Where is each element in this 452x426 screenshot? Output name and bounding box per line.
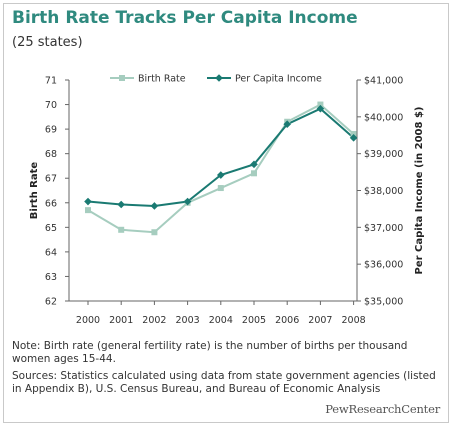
birth-rate-point	[151, 229, 158, 236]
left-tick-label: 69	[45, 125, 57, 136]
chart-subtitle: (25 states)	[12, 35, 83, 50]
left-tick-label: 70	[45, 100, 57, 111]
right-tick-label: $39,000	[364, 149, 403, 160]
per-capita-income-point	[283, 120, 291, 128]
series-line-birth-rate	[87, 103, 355, 234]
y-right-axis-title: Per Capita Income (in 2008 $)	[414, 107, 425, 275]
x-tick-label: 2005	[242, 315, 266, 326]
left-tick-label: 67	[45, 174, 57, 185]
x-tick-label: 2000	[76, 315, 100, 326]
birth-rate-point	[350, 131, 357, 138]
left-tick-label: 64	[45, 247, 57, 258]
x-tick-label: 2006	[275, 315, 299, 326]
right-tick-label: $40,000	[364, 112, 403, 123]
note-text: Note: Birth rate (general fertility rate…	[12, 340, 408, 365]
left-tick-label: 68	[45, 149, 57, 160]
chart-title: Birth Rate Tracks Per Capita Income	[12, 8, 358, 28]
sources-text: Sources: Statistics calculated using dat…	[12, 370, 436, 395]
birth-rate-point	[118, 226, 125, 233]
x-tick-label: 2004	[209, 315, 233, 326]
left-tick-label: 65	[45, 223, 57, 234]
x-tick-label: 2008	[342, 315, 366, 326]
x-tick-label: 2001	[109, 315, 133, 326]
per-capita-income-point	[183, 197, 192, 206]
left-tick-label: 62	[45, 297, 57, 308]
series-line-per-capita-income	[87, 107, 355, 207]
left-tick-label: 63	[45, 272, 57, 283]
chart-frame	[3, 3, 449, 423]
right-tick-label: $38,000	[364, 186, 403, 197]
x-tick-label: 2007	[308, 315, 332, 326]
right-tick-label: $41,000	[364, 76, 403, 87]
per-capita-income-point	[316, 104, 325, 113]
x-tick-label: 2003	[176, 315, 200, 326]
legend-marker-per-capita-income	[215, 74, 223, 82]
birth-rate-point	[317, 101, 324, 108]
chart-notes: Note: Birth rate (general fertility rate…	[12, 340, 437, 400]
legend-label-birth-rate: Birth Rate	[138, 74, 186, 85]
right-tick-label: $36,000	[364, 260, 403, 271]
per-capita-income-point	[150, 202, 159, 210]
right-tick-label: $37,000	[364, 223, 403, 234]
x-tick-label: 2002	[142, 315, 166, 326]
right-tick-label: $35,000	[364, 297, 403, 308]
per-capita-income-point	[217, 171, 225, 179]
per-capita-income-point	[349, 134, 358, 142]
legend-label-per-capita-income: Per Capita Income	[235, 74, 322, 85]
per-capita-income-point	[250, 160, 258, 169]
legend-marker-birth-rate	[119, 75, 125, 81]
y-left-axis-title: Birth Rate	[29, 162, 40, 220]
per-capita-income-point	[117, 200, 125, 209]
left-tick-label: 71	[45, 76, 57, 87]
birth-rate-point	[251, 170, 257, 177]
birth-rate-point	[217, 185, 224, 192]
birth-rate-point	[85, 207, 91, 214]
left-tick-label: 66	[45, 198, 57, 209]
brand-logo: PewResearchCenter	[325, 402, 440, 416]
per-capita-income-point	[84, 197, 92, 206]
